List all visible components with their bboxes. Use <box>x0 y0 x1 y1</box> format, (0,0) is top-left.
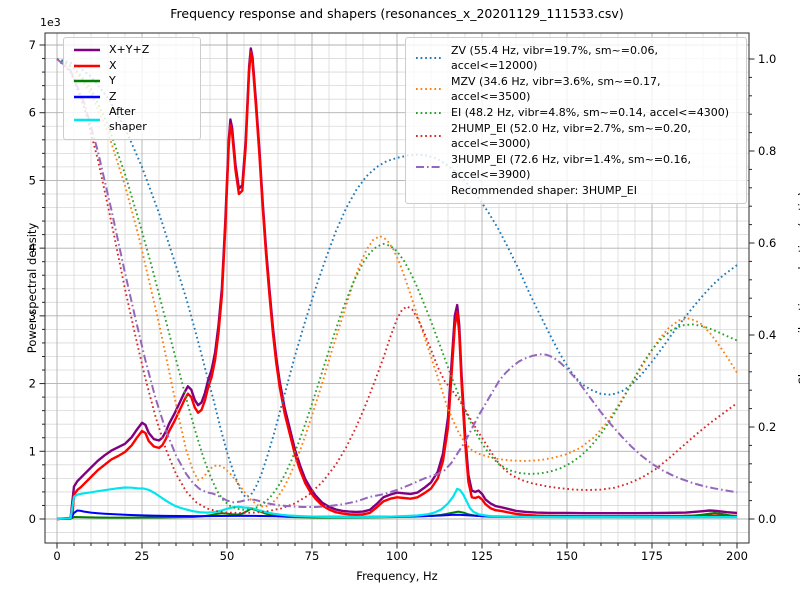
legend-label: EI (48.2 Hz, vibr=4.8%, sm~=0.14, accel<… <box>451 106 729 119</box>
svg-text:0.6: 0.6 <box>758 236 776 250</box>
svg-text:4: 4 <box>29 241 36 255</box>
svg-text:0.4: 0.4 <box>758 328 776 342</box>
legend-item: X+Y+Z <box>73 43 191 58</box>
series-X+Y+Z <box>56 47 738 521</box>
svg-text:0.8: 0.8 <box>758 144 776 158</box>
svg-text:0: 0 <box>29 512 36 526</box>
series-2HUMP_EI <box>56 58 738 514</box>
legend-item: X <box>73 59 191 74</box>
legend-label: X <box>109 58 117 72</box>
series-X <box>56 50 738 521</box>
legend-note: Recommended shaper: 3HUMP_EI <box>415 183 737 198</box>
recommended-shaper-text: Recommended shaper: 3HUMP_EI <box>451 184 637 197</box>
legend-item: After shaper <box>73 105 191 134</box>
svg-text:1.0: 1.0 <box>758 52 776 66</box>
series-ZV <box>56 58 738 499</box>
svg-text:0: 0 <box>53 549 60 563</box>
series <box>56 47 738 521</box>
svg-text:3: 3 <box>29 309 36 323</box>
svg-text:150: 150 <box>556 549 578 563</box>
svg-text:25: 25 <box>135 549 150 563</box>
svg-text:125: 125 <box>471 549 493 563</box>
legend-shapers: ZV (55.4 Hz, vibr=19.7%, sm~=0.06, accel… <box>405 37 747 204</box>
legend-label: 3HUMP_EI (72.6 Hz, vibr=1.4%, sm~=0.16, … <box>451 153 692 181</box>
svg-text:6: 6 <box>29 106 36 120</box>
legend-label: ZV (55.4 Hz, vibr=19.7%, sm~=0.06, accel… <box>451 44 658 72</box>
svg-text:2: 2 <box>29 377 36 391</box>
y-axis-label-right: Shaper vibration reduction (ratio) <box>796 191 800 385</box>
svg-text:200: 200 <box>726 549 748 563</box>
svg-text:0.0: 0.0 <box>758 512 776 526</box>
legend-item: 2HUMP_EI (52.0 Hz, vibr=2.7%, sm~=0.20, … <box>415 121 737 151</box>
svg-text:1: 1 <box>29 444 36 458</box>
legend-item: Z <box>73 90 191 105</box>
series-EI <box>56 58 738 511</box>
plot-frame <box>44 32 750 544</box>
x-axis-label: Frequency, Hz <box>356 569 438 583</box>
series-3HUMP_EI <box>56 58 738 508</box>
series-After shaper <box>56 486 737 521</box>
line-swatch-after-shaper-icon <box>73 117 101 123</box>
svg-text:5: 5 <box>29 173 36 187</box>
legend-label: MZV (34.6 Hz, vibr=3.6%, sm~=0.17, accel… <box>451 75 661 103</box>
svg-text:175: 175 <box>641 549 663 563</box>
svg-text:7: 7 <box>29 38 36 52</box>
line-swatch-ei-icon <box>415 110 443 116</box>
legend-label: X+Y+Z <box>109 43 150 56</box>
legend-item: 3HUMP_EI (72.6 Hz, vibr=1.4%, sm~=0.16, … <box>415 152 737 182</box>
line-swatch-y-icon <box>73 78 101 84</box>
line-swatch-mzv-icon <box>415 86 443 92</box>
legend-label: Y <box>109 74 116 87</box>
line-swatch-2hump-ei-icon <box>415 133 443 139</box>
line-swatch-zv-icon <box>415 55 443 61</box>
y-axis-label-left: Power spectral density <box>25 222 39 354</box>
legend-item: EI (48.2 Hz, vibr=4.8%, sm~=0.14, accel<… <box>415 105 737 120</box>
legend-item: ZV (55.4 Hz, vibr=19.7%, sm~=0.06, accel… <box>415 43 737 73</box>
tick-labels: 0 25 50 75 100 125 150 175 200 0 1 2 3 4 5 6 7 0.0 0.2 0.4 0… <box>29 38 777 563</box>
legend-label: Z <box>109 89 117 103</box>
chart-title: Frequency response and shapers (resonanc… <box>170 6 624 21</box>
series-MZV <box>56 58 738 508</box>
legend-psd: X+Y+Z X Y Z After shaper <box>63 37 201 140</box>
legend-note-spacer <box>415 188 443 194</box>
line-swatch-x-icon <box>73 63 101 69</box>
svg-text:75: 75 <box>305 549 320 563</box>
line-swatch-3hump-ei-icon <box>415 164 443 170</box>
y-axis-offset-label: 1e3 <box>40 16 61 29</box>
svg-text:50: 50 <box>220 549 235 563</box>
legend-label: After shaper <box>109 105 147 133</box>
legend-label: 2HUMP_EI (52.0 Hz, vibr=2.7%, sm~=0.20, … <box>451 122 692 150</box>
legend-item: MZV (34.6 Hz, vibr=3.6%, sm~=0.17, accel… <box>415 74 737 104</box>
line-swatch-z-icon <box>73 94 101 100</box>
svg-text:100: 100 <box>386 549 408 563</box>
line-swatch-xyz-icon <box>73 47 101 53</box>
svg-text:0.2: 0.2 <box>758 420 776 434</box>
legend-item: Y <box>73 74 191 89</box>
